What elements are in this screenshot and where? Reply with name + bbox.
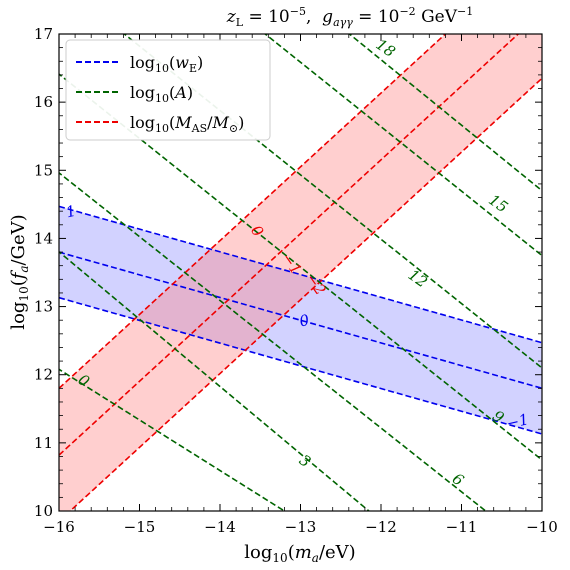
y-label-log-base: 10 [17,286,31,301]
y-tick-label: 12 [34,366,53,384]
series-line-2 [59,296,542,435]
title-z-equals: = 10 [243,7,290,27]
y-label-open: ( [8,279,29,286]
x-label-m-sub: a [312,551,319,565]
legend: log10(wE) log10(A) log10(MAS/M⊙) [65,39,271,141]
legend-label-A: log10(A) [130,83,193,105]
series-line-9 [59,73,542,461]
y-tick-label: 11 [34,434,53,452]
contour-label-10: 12 [405,266,431,292]
y-label-f-sub: a [17,265,31,272]
band-1 [59,34,542,511]
y-axis-label: log10(fa/GeV) [8,214,31,329]
y-tick-label: 17 [34,25,53,43]
legend-label-MAS: log10(MAS/M⊙) [130,113,244,135]
x-label-m: m [295,542,312,563]
y-tick-label: 15 [34,161,53,179]
x-tick-label: −13 [285,518,317,536]
title-g-subscript: aγγ [333,16,353,29]
chart-title: zL = 10−5, gaγγ = 10−2 GeV−1 [226,5,473,29]
series-line-7 [59,250,370,511]
title-z-symbol: z [226,7,237,27]
y-label-unit: /GeV) [8,214,29,265]
title-g-unit: GeV [416,7,458,27]
x-label-log: log [244,542,272,563]
x-label-unit: /eV) [319,542,356,563]
x-tick-label: −12 [365,518,397,536]
x-tick-label: −16 [43,518,75,536]
x-tick-label: −14 [204,518,236,536]
title-g-exponent: −2 [399,5,415,18]
x-label-open: ( [288,542,295,563]
series-line-8 [59,171,487,511]
contour-label-8: 6 [449,469,468,489]
title-separator: , [306,7,322,27]
band-0 [59,206,542,434]
series-line-3 [59,34,447,389]
series-line-5 [68,77,542,511]
x-tick-label: −15 [124,518,156,536]
x-tick-label: −11 [446,518,478,536]
series-line-0 [59,205,542,344]
contour-label-12: 18 [373,35,399,61]
legend-box [65,39,271,141]
title-g-symbol: g [322,7,333,27]
y-tick-label: 10 [34,502,53,520]
title-g-equals: = 10 [353,7,400,27]
contour-label-2: −1 [505,410,531,433]
x-axis-label: log10(ma/eV) [244,542,355,565]
title-z-subscript: L [236,16,244,29]
series-line-6 [59,368,285,511]
series-line-1 [59,251,542,390]
series-line-4 [59,34,520,456]
x-label-log-base: 10 [272,551,287,565]
y-tick-label: 13 [34,298,53,316]
title-z-exponent: −5 [290,5,306,18]
y-tick-label: 16 [34,93,53,111]
contour-label-1: 0 [298,311,312,331]
y-tick-label: 14 [34,229,53,247]
legend-label-wE: log10(wE) [130,53,203,75]
x-tick-label: −10 [526,518,558,536]
band-layer [59,34,542,511]
title-g-unit-exponent: −1 [457,5,473,18]
contour-label-0: 1 [64,202,77,222]
y-label-log: log [8,302,29,330]
contour-label-7: 3 [296,451,314,471]
